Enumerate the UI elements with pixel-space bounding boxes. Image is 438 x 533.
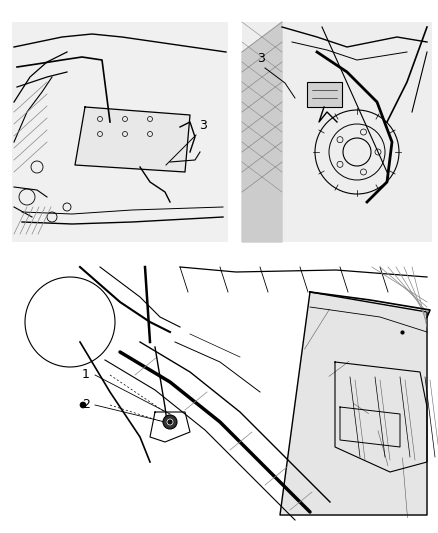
- Text: 1: 1: [82, 368, 90, 382]
- Polygon shape: [242, 22, 282, 242]
- Bar: [307, 82, 342, 107]
- Polygon shape: [75, 107, 190, 172]
- Text: 3: 3: [257, 52, 265, 65]
- Polygon shape: [242, 22, 432, 242]
- Circle shape: [80, 402, 86, 408]
- Polygon shape: [280, 292, 427, 515]
- Circle shape: [167, 419, 173, 425]
- Polygon shape: [12, 22, 228, 242]
- Circle shape: [163, 415, 177, 429]
- Text: 2: 2: [82, 399, 90, 411]
- Text: 3: 3: [199, 119, 207, 132]
